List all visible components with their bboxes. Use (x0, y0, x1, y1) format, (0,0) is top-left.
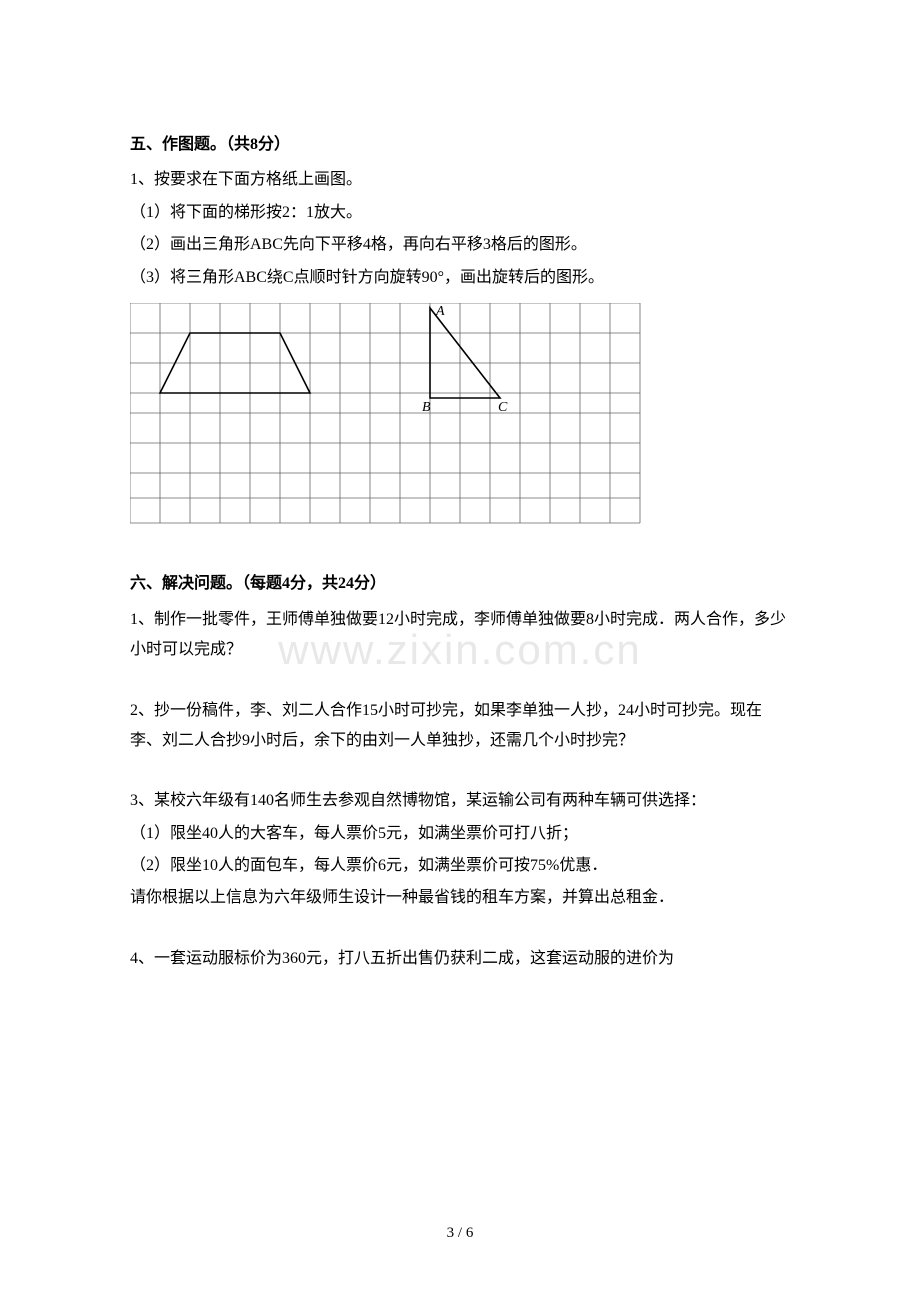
s5-line-4: （3）将三角形ABC绕C点顺时针方向旋转90°，画出旋转后的图形。 (130, 263, 790, 293)
s5-line-2: （1）将下面的梯形按2：1放大。 (130, 198, 790, 228)
s6-q4: 4、一套运动服标价为360元，打八五折出售仍获利二成，这套运动服的进价为 (130, 944, 790, 974)
page-footer: 3 / 6 (0, 1219, 920, 1248)
grid-svg: A B C (130, 303, 650, 538)
section6-heading: 六、解决问题。（每题4分，共24分） (130, 569, 790, 599)
s5-line-3: （2）画出三角形ABC先向下平移4格，再向右平移3格后的图形。 (130, 230, 790, 260)
svg-text:C: C (498, 400, 508, 415)
s5-line-1: 1、按要求在下面方格纸上画图。 (130, 165, 790, 195)
page-content: 五、作图题。（共8分） 1、按要求在下面方格纸上画图。 （1）将下面的梯形按2：… (130, 130, 790, 974)
svg-text:A: A (435, 304, 445, 319)
section5-heading: 五、作图题。（共8分） (130, 130, 790, 160)
svg-text:B: B (422, 400, 431, 415)
grid-figure: A B C (130, 303, 790, 549)
s6-q1: 1、制作一批零件，王师傅单独做要12小时完成，李师傅单独做要8小时完成．两人合作… (130, 605, 790, 666)
s6-q3-tail: 请你根据以上信息为六年级师生设计一种最省钱的租车方案，并算出总租金． (130, 883, 790, 913)
s6-q2: 2、抄一份稿件，李、刘二人合作15小时可抄完，如果李单独一人抄，24小时可抄完。… (130, 696, 790, 757)
s6-q3-opt1: （1）限坐40人的大客车，每人票价5元，如满坐票价可打八折； (130, 819, 790, 849)
s6-q3-opt2: （2）限坐10人的面包车，每人票价6元，如满坐票价可按75%优惠． (130, 851, 790, 881)
s6-q3-intro: 3、某校六年级有140名师生去参观自然博物馆，某运输公司有两种车辆可供选择： (130, 786, 790, 816)
